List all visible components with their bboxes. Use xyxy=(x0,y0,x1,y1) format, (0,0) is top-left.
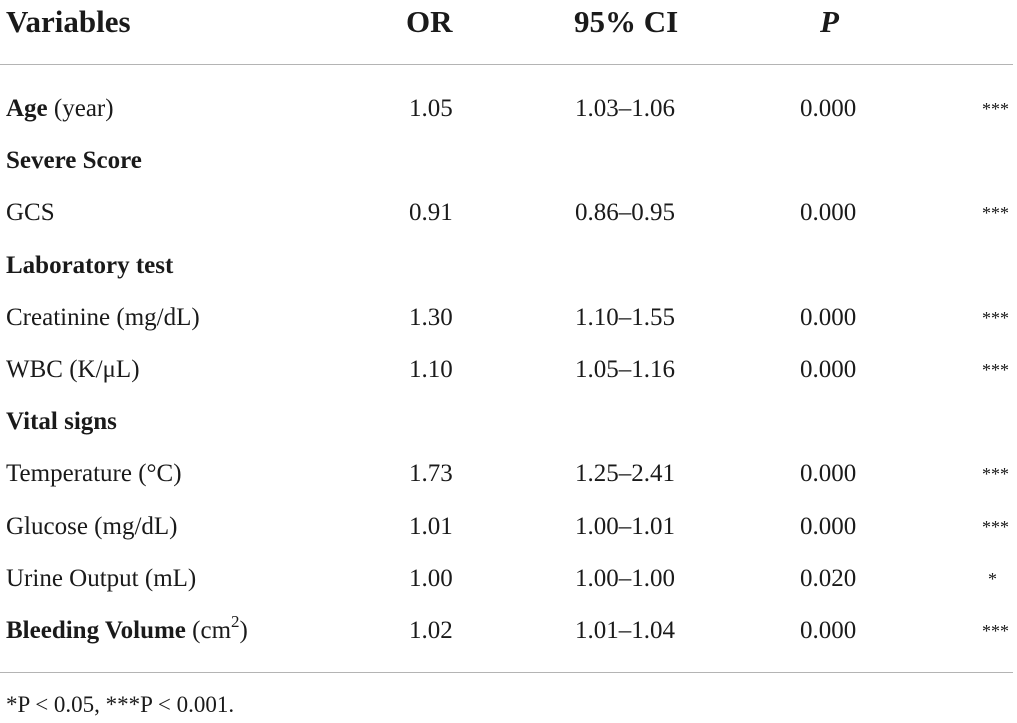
p-cell: 0.000 xyxy=(800,95,857,122)
table-group-row: Vital signs xyxy=(0,407,1017,437)
variable-name-bold: Age xyxy=(6,95,48,122)
ci-cell: 1.00–1.01 xyxy=(575,513,675,540)
table-row: Glucose (mg/dL) 1.01 1.00–1.01 0.000 *** xyxy=(0,512,1017,542)
variable-name: Urine Output (mL) xyxy=(6,565,197,592)
variable-name: (cm xyxy=(185,617,232,644)
variable-cell: Creatinine (mg/dL) xyxy=(6,303,200,333)
variable-cell: Age (year) xyxy=(6,94,114,124)
variable-name: Glucose (mg/dL) xyxy=(6,513,178,540)
table-row: Temperature (°C) 1.73 1.25–2.41 0.000 *** xyxy=(0,459,1017,489)
table-row: Urine Output (mL) 1.00 1.00–1.00 0.020 * xyxy=(0,564,1017,594)
variable-name-bold: Bleeding Volume xyxy=(6,617,186,644)
significance-marker: *** xyxy=(982,621,1009,641)
p-cell: 0.000 xyxy=(800,356,857,383)
variable-cell: Temperature (°C) xyxy=(6,459,182,489)
p-cell: 0.000 xyxy=(800,199,857,226)
ci-cell: 1.25–2.41 xyxy=(575,460,675,487)
or-cell: 1.05 xyxy=(409,95,453,122)
variable-cell: Urine Output (mL) xyxy=(6,564,196,594)
variable-cell: Glucose (mg/dL) xyxy=(6,512,177,542)
significance-marker: *** xyxy=(982,360,1009,380)
header-rule xyxy=(0,64,1013,65)
ci-cell: 0.86–0.95 xyxy=(575,199,675,226)
or-cell: 1.01 xyxy=(409,513,453,540)
table-group-row: Laboratory test xyxy=(0,251,1017,281)
or-cell: 0.91 xyxy=(409,199,453,226)
variable-name: Temperature (°C) xyxy=(6,460,182,487)
header-ci: 95% CI xyxy=(574,4,679,39)
p-cell: 0.000 xyxy=(800,460,857,487)
significance-marker: *** xyxy=(982,99,1009,119)
table-row: Creatinine (mg/dL) 1.30 1.10–1.55 0.000 *** xyxy=(0,303,1017,333)
variable-name: GCS xyxy=(6,199,55,226)
or-cell: 1.02 xyxy=(409,617,453,644)
or-cell: 1.10 xyxy=(409,356,453,383)
group-label: Vital signs xyxy=(6,408,117,435)
header-p: P xyxy=(820,4,839,39)
significance-marker: * xyxy=(988,569,997,589)
or-cell: 1.00 xyxy=(409,565,453,592)
or-cell: 1.73 xyxy=(409,460,453,487)
p-cell: 0.000 xyxy=(800,617,857,644)
significance-marker: *** xyxy=(982,308,1009,328)
ci-cell: 1.01–1.04 xyxy=(575,617,675,644)
variable-cell: WBC (K/μL) xyxy=(6,355,140,385)
variable-name: Creatinine (mg/dL) xyxy=(6,304,200,331)
ci-cell: 1.10–1.55 xyxy=(575,304,675,331)
table-row: Bleeding Volume (cm2) 1.02 1.01–1.04 0.000 *… xyxy=(0,613,1017,646)
header-or: OR xyxy=(406,4,453,39)
variable-cell: GCS xyxy=(6,198,55,228)
p-cell: 0.020 xyxy=(800,565,857,592)
significance-marker: *** xyxy=(982,203,1009,223)
significance-marker: *** xyxy=(982,517,1009,537)
ci-cell: 1.05–1.16 xyxy=(575,356,675,383)
variable-name-end: ) xyxy=(239,617,248,644)
table-footnote: *P < 0.05, ***P < 0.001. xyxy=(6,692,235,717)
or-cell: 1.30 xyxy=(409,304,453,331)
significance-marker: *** xyxy=(982,464,1009,484)
variable-name: (year) xyxy=(47,95,114,122)
table-row: GCS 0.91 0.86–0.95 0.000 *** xyxy=(0,198,1017,228)
table-group-row: Severe Score xyxy=(0,146,1017,176)
table-row: WBC (K/μL) 1.10 1.05–1.16 0.000 *** xyxy=(0,355,1017,385)
header-variables: Variables xyxy=(6,4,131,39)
p-cell: 0.000 xyxy=(800,304,857,331)
group-label: Laboratory test xyxy=(6,252,174,279)
ci-cell: 1.03–1.06 xyxy=(575,95,675,122)
variable-cell: Bleeding Volume (cm2) xyxy=(6,613,248,646)
group-label: Severe Score xyxy=(6,147,142,174)
table-row: Age (year) 1.05 1.03–1.06 0.000 *** xyxy=(0,94,1017,124)
unit-superscript: 2 xyxy=(231,611,240,631)
ci-cell: 1.00–1.00 xyxy=(575,565,675,592)
variable-name: WBC (K/μL) xyxy=(6,356,140,383)
p-cell: 0.000 xyxy=(800,513,857,540)
bottom-rule xyxy=(0,672,1013,673)
